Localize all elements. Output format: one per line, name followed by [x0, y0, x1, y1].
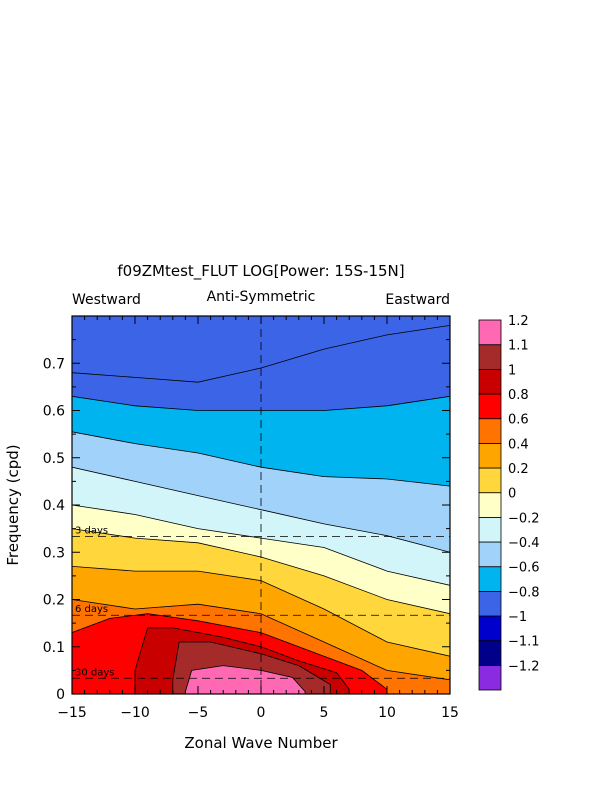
colorbar-swatch — [478, 344, 502, 370]
eastward-label: Eastward — [385, 292, 450, 308]
colorbar-label: 0.6 — [508, 413, 529, 428]
colorbar-swatch — [478, 590, 502, 617]
y-tick-label: 0.7 — [43, 356, 65, 372]
colorbar-swatch — [478, 516, 502, 543]
x-tick-label: 0 — [257, 705, 266, 721]
x-axis: −15 −10 −5 0 5 10 15 — [57, 316, 459, 721]
colorbar-label: 1 — [508, 363, 516, 378]
colorbar-swatch — [478, 418, 502, 444]
colorbar-swatch — [478, 492, 502, 518]
colorbar-label: 1.1 — [508, 339, 529, 354]
y-tick-label: 0.4 — [43, 498, 65, 514]
y-axis-label: Frequency (cpd) — [4, 444, 22, 565]
period-label: 3 days — [75, 526, 108, 537]
contour-bands — [72, 324, 450, 694]
westward-label: Westward — [72, 292, 141, 308]
colorbar-label: 0.8 — [508, 388, 529, 403]
x-tick-label: −15 — [57, 705, 87, 721]
period-label: 6 days — [75, 604, 108, 615]
plot-area: 3 days 6 days 30 days — [71, 315, 451, 695]
colorbar-swatch — [478, 467, 502, 494]
colorbar-label: 0.2 — [508, 462, 529, 477]
colorbar-swatch — [478, 393, 502, 420]
colorbar-label: −1.2 — [508, 659, 540, 674]
colorbar-label: 1.2 — [508, 314, 529, 329]
colorbar-swatch — [478, 368, 502, 395]
period-label: 30 days — [75, 667, 115, 678]
x-tick-label: 10 — [378, 705, 396, 721]
x-tick-label: 15 — [441, 705, 459, 721]
x-tick-label: 5 — [320, 705, 329, 721]
y-tick-label: 0.1 — [43, 640, 65, 656]
colorbar-swatch — [478, 566, 502, 592]
colorbar-swatch — [478, 442, 502, 469]
y-tick-label: 0.2 — [43, 593, 65, 609]
reference-lines: 3 days 6 days 30 days — [72, 316, 450, 694]
colorbar-label: 0 — [508, 487, 516, 502]
colorbar-swatch — [478, 541, 502, 568]
colorbar-label: −0.8 — [508, 585, 540, 600]
colorbar-label: −1 — [508, 610, 527, 625]
y-tick-label: 0.3 — [43, 545, 65, 561]
colorbar: −1.2 −1.1 −1 −0.8 −0.6 −0.4 −0.2 0 0.2 0.4 0.6 0.8 1… — [478, 314, 540, 691]
y-tick-label: 0.5 — [43, 451, 65, 467]
colorbar-swatch — [478, 615, 502, 642]
colorbar-swatch — [478, 640, 502, 666]
y-axis: 0 0.1 0.2 0.3 0.4 0.5 0.6 0.7 — [43, 339, 450, 703]
colorbar-swatch — [478, 319, 502, 346]
colorbar-label: −0.2 — [508, 511, 540, 526]
colorbar-swatch — [478, 664, 502, 691]
chart-subtitle: Anti-Symmetric — [207, 289, 316, 305]
y-tick-label: 0 — [56, 687, 65, 703]
y-tick-label: 0.6 — [43, 404, 65, 420]
x-tick-label: −10 — [120, 705, 150, 721]
chart-title: f09ZMtest_FLUT LOG[Power: 15S-15N] — [117, 262, 404, 281]
x-axis-label: Zonal Wave Number — [184, 734, 338, 752]
colorbar-label: −0.4 — [508, 536, 540, 551]
colorbar-label: −0.6 — [508, 561, 540, 576]
x-tick-label: −5 — [188, 705, 209, 721]
colorbar-label: 0.4 — [508, 437, 529, 452]
colorbar-label: −1.1 — [508, 635, 540, 650]
